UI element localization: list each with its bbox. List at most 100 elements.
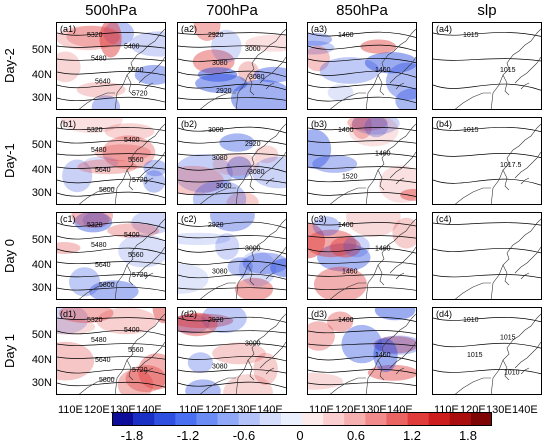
colorbar-segment: [470, 412, 492, 426]
contour-line: [178, 287, 286, 291]
map-svg: 2920 3000 3080: [178, 308, 286, 394]
contour-line: [308, 83, 416, 90]
contour-line: [57, 356, 165, 360]
anomaly-shading: [107, 223, 160, 239]
map-svg: 1400 1460: [308, 28, 416, 109]
contour-line: [433, 369, 541, 375]
map-panel: (b2) 3000 2920 3080 3080 3000: [177, 117, 287, 205]
anomaly-shading: [94, 144, 152, 162]
contour-line: [57, 96, 165, 103]
lon-tick-label: 140E: [512, 404, 538, 416]
contour-line: [57, 287, 165, 292]
colorbar-segment: [259, 412, 282, 426]
anomaly-shading: [178, 165, 224, 195]
colorbar-segment: [386, 412, 408, 426]
panel-label: (a1): [60, 24, 77, 34]
colorbar: [112, 412, 492, 426]
coastline: [330, 313, 416, 394]
anomaly-shading: [83, 156, 119, 170]
contour-label: 5720: [132, 90, 148, 97]
map-svg: 5320 5400 5480 5560 5640 5720 5800: [57, 213, 165, 299]
lat-tick-label: 50N: [31, 44, 52, 56]
anomaly-shading: [319, 57, 380, 84]
colorbar-segment: [302, 412, 324, 426]
panel-label: (d4): [436, 309, 453, 319]
anomaly-shading: [348, 118, 399, 147]
anomaly-shading: [193, 180, 247, 204]
row-label: Day-2: [2, 48, 17, 84]
lat-tick-label: 40N: [31, 164, 52, 176]
anomaly-shading: [102, 135, 156, 170]
anomaly-shading: [96, 308, 157, 335]
contour-label: 1015: [500, 335, 516, 342]
colorbar-tick-label: 1.8: [458, 428, 478, 443]
panel-label: (c3): [311, 214, 327, 224]
colorbar-segment: [365, 412, 387, 426]
contour-label: 1460: [375, 150, 391, 157]
contour-label: 5320: [87, 32, 103, 39]
map-svg: 1400 1460 1520: [308, 118, 416, 204]
anomaly-shading: [66, 25, 121, 48]
anomaly-shading: [82, 213, 109, 229]
anomaly-shading: [91, 95, 121, 109]
contour-label: 3000: [245, 245, 261, 252]
lat-tick-label: 50N: [31, 234, 52, 246]
contour-line: [308, 274, 416, 278]
coastline: [455, 313, 541, 394]
colorbar-tick-label: 0: [296, 428, 304, 443]
anomaly-shading: [308, 129, 332, 169]
anomaly-shading: [308, 372, 344, 390]
colorbar-tick-label: 0.6: [346, 428, 366, 443]
contour-label: 5720: [132, 177, 148, 184]
panel-label: (c4): [436, 214, 452, 224]
contour-line: [308, 317, 416, 322]
anomaly-shading: [351, 118, 400, 135]
colorbar-segment: [133, 412, 155, 426]
contour-label: 3000: [245, 340, 261, 347]
anomaly-shading: [231, 79, 286, 109]
contour-line: [433, 83, 541, 91]
panel-label: (a4): [436, 24, 453, 34]
anomaly-shading: [117, 369, 154, 394]
panel-label: (c2): [181, 214, 197, 224]
contour-line: [178, 192, 286, 197]
anomaly-shading: [312, 154, 358, 173]
contour-line: [433, 32, 541, 37]
contour-line: [308, 44, 416, 52]
contour-line: [433, 222, 541, 226]
contour-line: [308, 355, 416, 362]
anomaly-shading: [69, 267, 101, 297]
contour-line: [57, 247, 165, 255]
contour-line: [57, 166, 165, 170]
anomaly-shading: [308, 40, 335, 55]
map-panel: (c1) 5320 5400 5480 5560 5640 5720 5800: [56, 212, 166, 300]
anomaly-shading: [226, 156, 252, 180]
contour-label: 1460: [375, 245, 391, 252]
contour-line: [433, 274, 541, 279]
map-panel: (d3) 1400 1460: [307, 307, 417, 395]
contour-line: [308, 153, 416, 158]
contour-label: 5320: [87, 222, 103, 229]
contour-line: [308, 179, 416, 184]
anomaly-shading: [352, 118, 372, 139]
anomaly-shading: [201, 308, 247, 334]
panel-label: (b3): [311, 119, 328, 129]
anomaly-shading: [178, 154, 233, 193]
anomaly-shading: [226, 192, 259, 204]
anomaly-shading: [327, 84, 354, 101]
anomaly-shading: [193, 23, 221, 41]
lon-tick-label: 110E: [58, 404, 83, 416]
anomaly-shading: [237, 61, 259, 83]
anomaly-shading: [314, 266, 367, 299]
map-svg: 3000 2920 3080 3080 3000: [178, 123, 286, 204]
map-panel: (a4) 1015 1015: [432, 22, 542, 110]
contour-label: 5480: [91, 337, 107, 344]
contour-line: [433, 58, 541, 62]
anomaly-shading: [185, 379, 221, 394]
lat-tick-label: 40N: [31, 259, 52, 271]
anomaly-shading: [57, 51, 81, 83]
coastline: [200, 313, 286, 394]
contour-label: 5560: [128, 252, 144, 259]
contour-label: 3000: [208, 127, 224, 134]
anomaly-shading: [178, 312, 218, 337]
